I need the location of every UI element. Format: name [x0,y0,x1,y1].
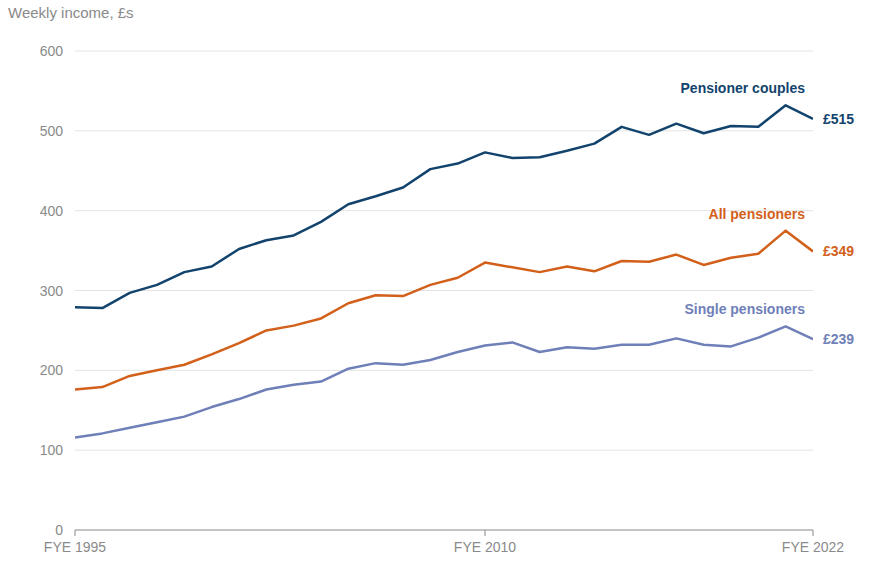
y-axis-label: Weekly income, £s [8,4,134,21]
series-name: Pensioner couples [681,80,806,96]
x-tick-label: FYE 2022 [782,539,844,555]
y-tick-label: 500 [40,123,64,139]
grid-line [75,290,813,291]
data-label: £515 [823,111,854,127]
x-tick-label: FYE 1995 [44,539,106,555]
lines [75,105,813,437]
x-axis-line [75,530,813,531]
y-tick-label: 0 [55,522,63,538]
x-tick [813,530,814,536]
grid-line [75,210,813,211]
x-tick-label: FYE 2010 [454,539,516,555]
grid-line [75,450,813,451]
data-label: £239 [823,331,854,347]
x-tick [485,530,486,536]
data-label: £349 [823,243,854,259]
series-line [75,326,813,437]
series-name: Single pensioners [684,301,805,317]
y-tick-label: 100 [40,442,64,458]
series-line [75,105,813,308]
grid-line [75,51,813,52]
series-name: All pensioners [709,206,806,222]
chart: Weekly income, £s 0 100 200 300 400 500 600 FYE … [0,0,878,581]
y-tick-label: 600 [40,43,64,59]
y-tick-label: 400 [40,203,64,219]
y-tick-label: 200 [40,362,64,378]
grid-line [75,370,813,371]
x-tick [75,530,76,536]
series-line [75,231,813,390]
y-tick-label: 300 [40,283,64,299]
grid-line [75,130,813,131]
